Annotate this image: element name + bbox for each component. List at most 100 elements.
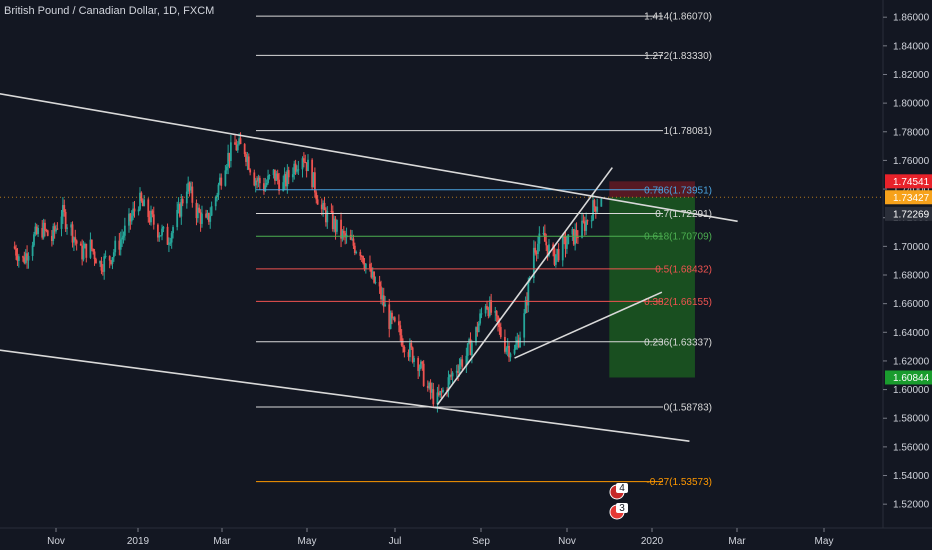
candle-body <box>596 206 599 212</box>
candle-body <box>409 343 411 358</box>
candle-body <box>52 226 55 241</box>
candle-body <box>571 229 574 235</box>
candle-body <box>439 391 442 396</box>
candle-body <box>331 211 334 230</box>
candle-body <box>564 236 567 249</box>
time-tick-label: 2020 <box>641 536 664 547</box>
candle-body <box>374 282 377 284</box>
candle-body <box>468 339 471 344</box>
candle-body <box>254 180 257 186</box>
fib-level-label: 0.7(1.72291) <box>655 209 712 220</box>
candle-body <box>442 389 444 393</box>
candle-body <box>451 372 454 377</box>
candle-body <box>285 174 287 187</box>
candle-body <box>95 259 97 264</box>
time-tick-label: Jul <box>389 536 402 547</box>
price-tick-label: 1.52000 <box>893 500 930 511</box>
time-tick-label: Sep <box>472 536 490 547</box>
candle-body <box>133 208 136 212</box>
candle-body <box>90 239 93 249</box>
price-tick-label: 1.60000 <box>893 385 930 396</box>
candle-body <box>71 224 74 243</box>
price-axis-panel <box>883 0 932 550</box>
candle-body <box>181 199 184 204</box>
candle-body <box>294 163 297 172</box>
candle-body <box>224 170 227 186</box>
candle-body <box>450 375 453 377</box>
price-tick-label: 1.58000 <box>893 414 930 425</box>
candle-body <box>238 138 241 145</box>
candle-body <box>341 230 344 239</box>
candle-body <box>336 219 338 232</box>
fib-level-label: 1.272(1.83330) <box>644 51 712 62</box>
candle-body <box>148 217 151 223</box>
candle-body <box>307 159 309 172</box>
fibonacci-levels: 1.414(1.86070) 1.272(1.83330) 1(1.78081) 0.… <box>256 12 712 488</box>
candle-body <box>140 192 143 202</box>
candle-body <box>593 200 596 207</box>
candle-body <box>326 211 329 223</box>
candle-body <box>509 353 512 358</box>
candle-body <box>381 295 384 300</box>
candle-body <box>79 243 82 246</box>
candle-body <box>400 335 403 346</box>
candle-body <box>325 210 327 223</box>
candle-body <box>561 236 564 261</box>
event-marker: 3 <box>609 503 628 520</box>
candle-body <box>150 210 152 223</box>
candle-body <box>393 317 396 322</box>
candle-body <box>44 222 46 230</box>
candle-body <box>118 240 121 250</box>
candle-body <box>205 213 207 218</box>
trendline <box>514 291 663 359</box>
candle-body <box>585 220 588 231</box>
price-tick-label: 1.82000 <box>893 70 930 81</box>
time-tick-label: May <box>298 536 317 547</box>
time-tick-label: Nov <box>47 536 65 547</box>
candle-body <box>557 248 560 261</box>
price-tick-label: 1.68000 <box>893 271 930 282</box>
candle-body <box>263 183 265 192</box>
candle-body <box>129 213 132 222</box>
price-badge-bg <box>885 206 932 221</box>
candle-body <box>265 182 268 186</box>
candle-body <box>225 166 228 171</box>
candle-body <box>402 345 404 348</box>
candle-body <box>586 220 589 222</box>
candle-body <box>600 198 603 207</box>
candle-body <box>24 253 27 263</box>
candle-body <box>461 359 464 367</box>
candle-body <box>391 312 393 319</box>
candle-body <box>234 142 236 145</box>
candle-body <box>519 337 521 348</box>
candle-body <box>282 182 285 191</box>
candle-body <box>162 226 165 229</box>
candle-body <box>228 152 231 161</box>
candle-body <box>436 392 439 405</box>
candle-body <box>495 311 498 316</box>
price-axis: 1.86000 1.84000 1.82000 1.80000 1.78000 1.760… <box>883 13 930 539</box>
candle-body <box>302 158 305 162</box>
candle-body <box>278 179 280 191</box>
candle-body <box>196 207 199 219</box>
candle-body <box>190 186 192 191</box>
candle-body <box>187 182 190 192</box>
candle-body <box>342 230 345 234</box>
candle-body <box>60 216 63 229</box>
candle-body <box>349 234 352 240</box>
candle-body <box>128 213 130 226</box>
price-badge-label: 1.60844 <box>893 373 930 384</box>
candle-body <box>418 367 421 371</box>
candle-body <box>166 226 169 245</box>
candle-body <box>264 185 267 192</box>
candle-body <box>505 347 508 352</box>
candle-body <box>85 243 88 258</box>
candle-body <box>475 327 477 343</box>
candle-body <box>216 194 219 197</box>
candle-body <box>458 365 461 374</box>
event-marker-count-bg <box>616 503 628 513</box>
candle-body <box>315 192 318 200</box>
price-badge: 1.74541 <box>885 174 932 189</box>
